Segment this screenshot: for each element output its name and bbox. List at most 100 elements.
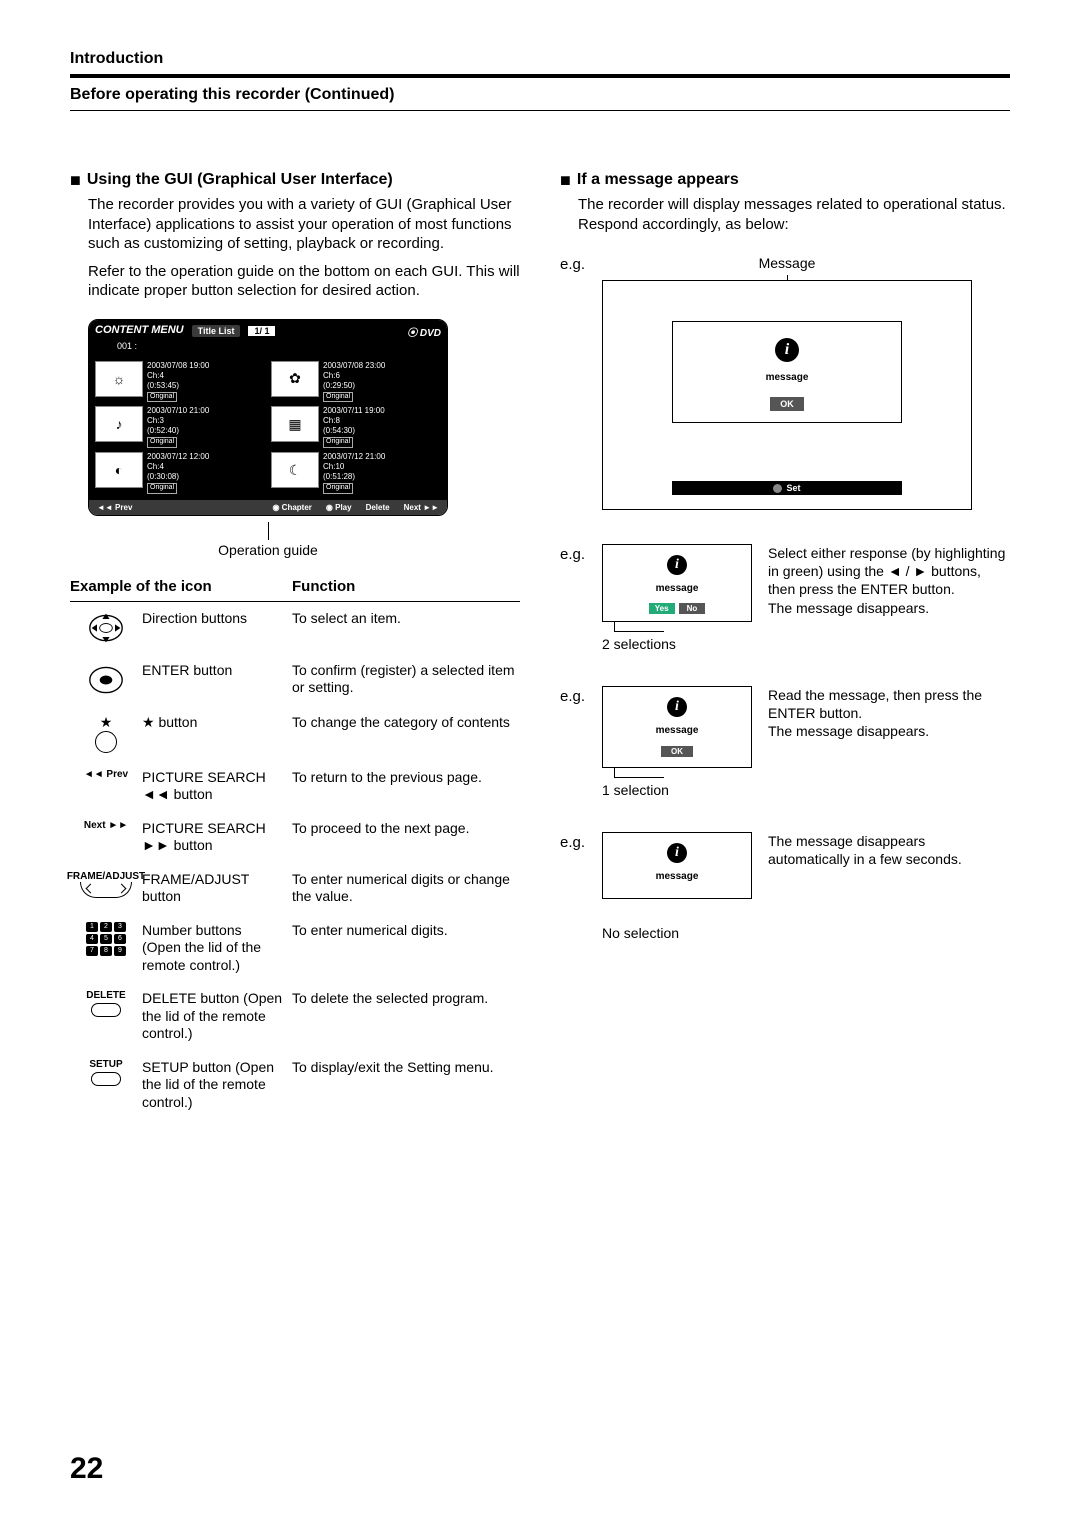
enter-button-icon bbox=[88, 662, 124, 698]
thumb-image: ▦ bbox=[271, 406, 319, 442]
icon-name: PICTURE SEARCH ◄◄ button bbox=[142, 769, 292, 804]
message-panel-2sel: i message Yes No bbox=[602, 544, 752, 622]
thumb-image: ✿ bbox=[271, 361, 319, 397]
table-row: Next ►► PICTURE SEARCH ►► button To proc… bbox=[70, 812, 520, 863]
direction-buttons-icon bbox=[88, 610, 124, 646]
table-row: 123456789 Number buttons (Open the lid o… bbox=[70, 914, 520, 983]
selection-caption: No selection bbox=[602, 925, 762, 941]
yes-button: Yes bbox=[649, 603, 675, 614]
icon-func: To return to the previous page. bbox=[292, 769, 520, 787]
gui-footer-delete: Delete bbox=[366, 503, 390, 512]
gui-menu-label: CONTENT MENU bbox=[95, 326, 184, 336]
gui-thumb: ✿2003/07/08 23:00Ch:6(0:29:50)Original bbox=[271, 361, 441, 403]
page-header: Introduction Before operating this recor… bbox=[70, 50, 1010, 111]
icon-func: To enter numerical digits or change the … bbox=[292, 871, 520, 906]
gui-footer-chapter: ◉ Chapter bbox=[272, 503, 311, 512]
info-icon: i bbox=[667, 697, 687, 717]
square-bullet-icon: ■ bbox=[70, 171, 81, 189]
icon-func: To enter numerical digits. bbox=[292, 922, 520, 940]
operation-guide-label: Operation guide bbox=[88, 542, 448, 558]
icon-name: PICTURE SEARCH ►► button bbox=[142, 820, 292, 855]
gui-footer-next: Next ►► bbox=[404, 503, 439, 512]
message-text: message bbox=[603, 871, 751, 882]
icon-name: FRAME/ADJUST button bbox=[142, 871, 292, 906]
table-header-example: Example of the icon bbox=[70, 578, 292, 597]
gui-thumb: ▦2003/07/11 19:00Ch:8(0:54:30)Original bbox=[271, 406, 441, 448]
gui-thumbnail-grid: ☼2003/07/08 19:00Ch:4(0:53:45)Original ✿… bbox=[89, 355, 447, 500]
chapter-title: Introduction bbox=[70, 50, 1010, 68]
icon-func: To proceed to the next page. bbox=[292, 820, 520, 838]
info-icon: i bbox=[775, 338, 799, 362]
gui-para-1: The recorder provides you with a variety… bbox=[88, 195, 520, 254]
eg-label: e.g. bbox=[560, 832, 596, 851]
message-desc-0sel: The message disappears automatically in … bbox=[768, 832, 1010, 868]
set-bar: Set bbox=[672, 481, 902, 495]
gui-thumb: ☼2003/07/08 19:00Ch:4(0:53:45)Original bbox=[95, 361, 265, 403]
icon-name: ★ button bbox=[142, 714, 292, 732]
gui-footer: ◄◄ Prev ◉ Chapter ◉ Play Delete Next ►► bbox=[89, 500, 447, 515]
delete-button-icon: DELETE bbox=[86, 990, 125, 1017]
thumb-image: ◐ bbox=[95, 452, 143, 488]
number-buttons-icon: 123456789 bbox=[86, 922, 126, 956]
message-desc-2sel: Select either response (by highlighting … bbox=[768, 544, 1010, 617]
gui-heading: ■ Using the GUI (Graphical User Interfac… bbox=[70, 171, 520, 189]
no-button: No bbox=[679, 603, 706, 614]
icon-func: To confirm (register) a selected item or… bbox=[292, 662, 520, 697]
selection-caption: 1 selection bbox=[602, 782, 762, 798]
gui-para-2: Refer to the operation guide on the bott… bbox=[88, 262, 520, 301]
message-panel-1sel: i message OK bbox=[602, 686, 752, 768]
table-row: Direction buttons To select an item. bbox=[70, 602, 520, 654]
star-button-icon: ★ bbox=[95, 714, 117, 753]
yes-no-row: Yes No bbox=[603, 604, 751, 613]
thumb-image: ☼ bbox=[95, 361, 143, 397]
table-row: SETUP SETUP button (Open the lid of the … bbox=[70, 1051, 520, 1120]
gui-disc-type: ⦿ DVD bbox=[407, 324, 441, 339]
thumb-image: ♪ bbox=[95, 406, 143, 442]
rule-thick bbox=[70, 74, 1010, 78]
gui-heading-text: Using the GUI (Graphical User Interface) bbox=[87, 171, 393, 189]
ok-button: OK bbox=[770, 397, 804, 411]
callout-line bbox=[787, 275, 788, 281]
icon-func: To delete the selected program. bbox=[292, 990, 520, 1008]
gui-title-list: Title List bbox=[192, 325, 241, 337]
table-row: ★ ★ button To change the category of con… bbox=[70, 706, 520, 761]
gui-thumb: ♪2003/07/10 21:00Ch:3(0:52:40)Original bbox=[95, 406, 265, 448]
icon-func: To display/exit the Setting menu. bbox=[292, 1059, 520, 1077]
message-text: message bbox=[673, 372, 901, 383]
table-row: ENTER button To confirm (register) a sel… bbox=[70, 654, 520, 706]
selection-caption: 2 selections bbox=[602, 636, 762, 652]
gui-item-number: 001 : bbox=[95, 341, 441, 351]
table-row: ◄◄ Prev PICTURE SEARCH ◄◄ button To retu… bbox=[70, 761, 520, 812]
message-para: The recorder will display messages relat… bbox=[578, 195, 1010, 234]
right-column: ■ If a message appears The recorder will… bbox=[560, 171, 1010, 1119]
thumb-image: ☾ bbox=[271, 452, 319, 488]
info-icon: i bbox=[667, 843, 687, 863]
message-text: message bbox=[603, 725, 751, 736]
icon-func: To change the category of contents bbox=[292, 714, 520, 732]
square-bullet-icon: ■ bbox=[560, 171, 571, 189]
icon-name: Number buttons (Open the lid of the remo… bbox=[142, 922, 292, 975]
icon-name: Direction buttons bbox=[142, 610, 292, 628]
ok-button: OK bbox=[661, 746, 693, 757]
callout-bracket bbox=[614, 622, 664, 632]
icon-name: SETUP button (Open the lid of the remote… bbox=[142, 1059, 292, 1112]
message-panel-0sel: i message bbox=[602, 832, 752, 899]
frame-adjust-icon: FRAME/ADJUST bbox=[67, 871, 145, 898]
message-heading-text: If a message appears bbox=[577, 171, 739, 189]
gui-thumb: ◐2003/07/12 12:00Ch:4(0:30:08)Original bbox=[95, 452, 265, 494]
left-column: ■ Using the GUI (Graphical User Interfac… bbox=[70, 171, 520, 1119]
next-button-icon: Next ►► bbox=[84, 820, 128, 831]
info-icon: i bbox=[667, 555, 687, 575]
message-desc-1sel: Read the message, then press the ENTER b… bbox=[768, 686, 1010, 741]
gui-thumb: ☾2003/07/12 21:00Ch:10(0:51:28)Original bbox=[271, 452, 441, 494]
table-row: FRAME/ADJUST FRAME/ADJUST button To ente… bbox=[70, 863, 520, 914]
message-text: message bbox=[603, 583, 751, 594]
icon-function-table: Example of the icon Function Direction b… bbox=[70, 578, 520, 1119]
eg-label: e.g. bbox=[560, 254, 596, 273]
message-panel: i message OK bbox=[672, 321, 902, 423]
page-number: 22 bbox=[70, 1452, 103, 1486]
icon-name: DELETE button (Open the lid of the remot… bbox=[142, 990, 292, 1043]
prev-button-icon: ◄◄ Prev bbox=[84, 769, 128, 780]
section-title: Before operating this recorder (Continue… bbox=[70, 86, 1010, 104]
message-caption: Message bbox=[759, 255, 816, 271]
